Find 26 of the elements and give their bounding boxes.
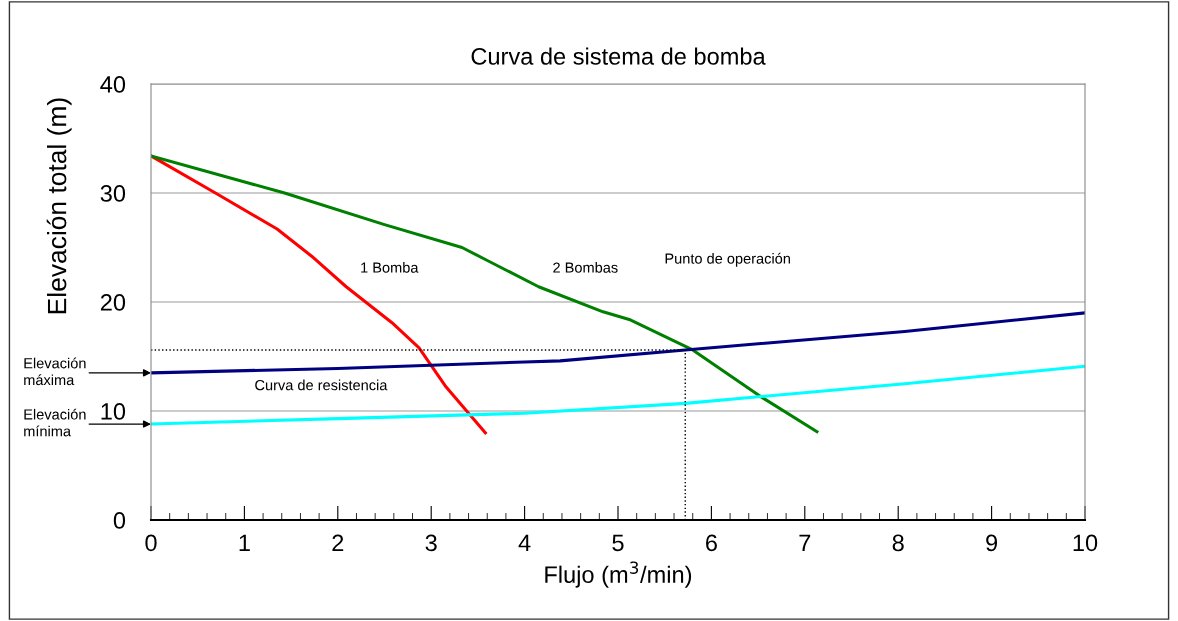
y-axis-title: Elevación total (m) (46, 98, 72, 314)
y-tick-label: 10 (101, 403, 126, 420)
x-tick-label: 6 (706, 534, 717, 552)
x-tick-label: 3 (425, 534, 437, 552)
series-label: 2 Bombas (553, 262, 618, 273)
y-tick-label: 30 (100, 185, 126, 202)
x-axis-title: Flujo (m$^{3}$/min) (545, 561, 692, 588)
y-tick-label: 0 (113, 512, 126, 529)
x-tick-label: 2 (332, 534, 344, 551)
x-tick-label: 5 (612, 534, 624, 552)
x-tick-label: 10 (1073, 534, 1098, 552)
y-tick-label: 20 (100, 294, 126, 311)
x-tick-label: 1 (239, 534, 250, 551)
x-tick-label: 7 (799, 534, 811, 551)
chart-title: Curva de sistema de bomba (471, 47, 766, 65)
x-tick-label: 0 (145, 534, 157, 552)
x-tick-label: 9 (986, 534, 998, 552)
x-tick-label: 4 (518, 534, 531, 551)
text: Elevación máxima (24, 357, 86, 386)
x-tick-label: 8 (892, 534, 904, 552)
series-label: 1 Bomba (361, 262, 419, 273)
y-tick-label: 40 (100, 76, 126, 93)
annotation: Punto de operación (665, 252, 790, 267)
line-series (151, 154, 819, 434)
series-label: Curva de resistencia (255, 379, 388, 391)
text: Elevación mínima (24, 408, 86, 437)
